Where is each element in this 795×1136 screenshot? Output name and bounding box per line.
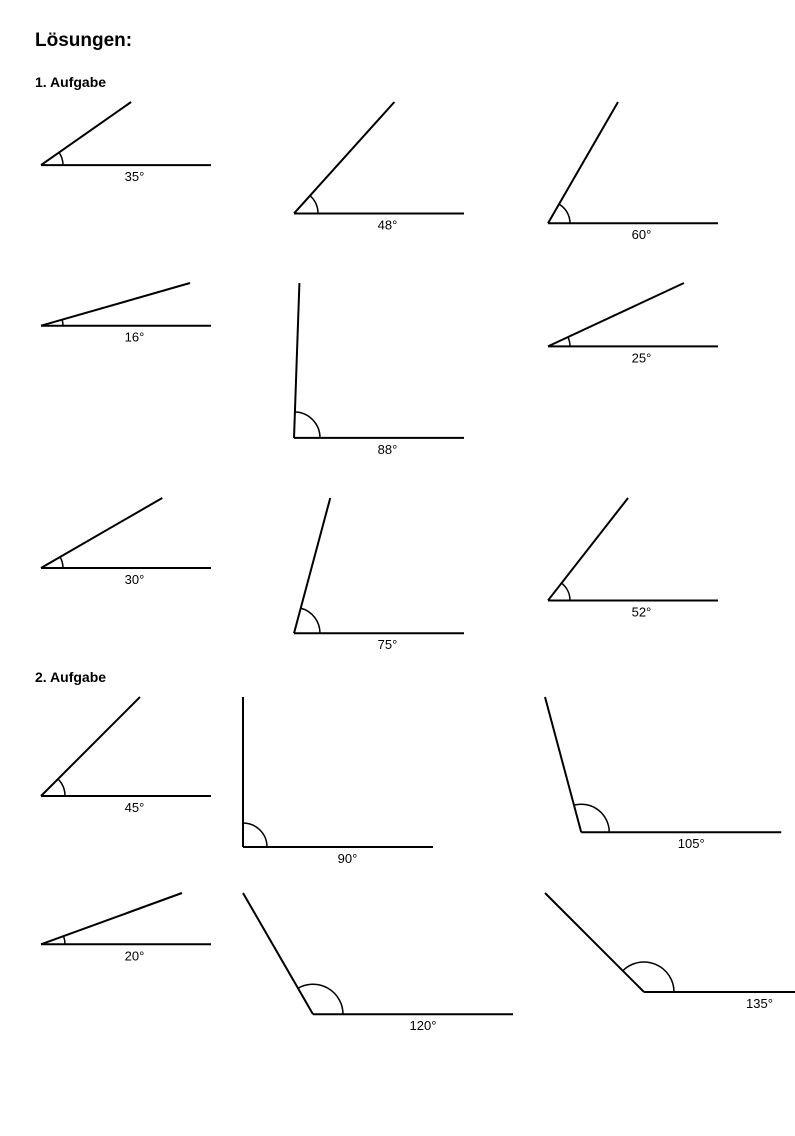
angle-second-ray	[294, 102, 394, 213]
task-2-heading: 2. Aufgabe	[35, 669, 765, 685]
angle-cell: 20°	[35, 887, 217, 1042]
angle-cell: 35°	[35, 96, 258, 251]
angle-second-ray	[41, 893, 182, 944]
angle-label: 16°	[125, 330, 145, 345]
angle-diagram: 60°	[542, 96, 724, 251]
angle-arc	[243, 823, 267, 847]
angle-second-ray	[41, 102, 131, 165]
angle-arc	[62, 320, 63, 326]
angle-arc	[58, 779, 65, 796]
angle-label: 25°	[631, 351, 651, 366]
angle-second-ray	[294, 498, 330, 633]
angle-label: 48°	[378, 217, 398, 232]
task-1-heading: 1. Aufgabe	[35, 74, 765, 90]
angle-diagram: 52°	[542, 492, 724, 628]
angle-diagram: 20°	[35, 887, 217, 972]
angle-diagram: 90°	[237, 691, 439, 875]
angle-label: 35°	[125, 169, 145, 184]
angle-diagram: 30°	[35, 492, 217, 596]
angle-cell: 30°	[35, 492, 258, 661]
angle-second-ray	[41, 498, 162, 568]
angle-label: 120°	[410, 1019, 437, 1034]
task-2: 2. Aufgabe 45° 90° 105° 20°	[35, 669, 765, 1042]
angle-arc	[561, 583, 569, 600]
task-2-grid: 45° 90° 105° 20° 120°	[35, 691, 765, 1042]
angle-arc	[623, 962, 674, 992]
angle-label: 105°	[678, 837, 705, 852]
angle-cell: 105°	[539, 691, 795, 875]
angle-cell: 75°	[288, 492, 511, 661]
angle-arc	[295, 412, 320, 438]
angle-diagram: 120°	[237, 887, 519, 1042]
angle-diagram: 105°	[539, 691, 787, 860]
angle-label: 90°	[338, 851, 358, 866]
angle-cell: 48°	[288, 96, 511, 251]
angle-arc	[310, 196, 318, 214]
angle-arc	[559, 204, 570, 223]
angle-label: 52°	[631, 605, 651, 620]
angle-second-ray	[545, 697, 581, 832]
page-title: Lösungen:	[35, 30, 765, 52]
angle-label: 135°	[746, 996, 773, 1011]
angle-label: 45°	[125, 800, 145, 815]
angle-label: 20°	[125, 949, 145, 964]
angle-second-ray	[545, 893, 644, 992]
angle-cell: 60°	[542, 96, 765, 251]
angle-cell: 90°	[237, 691, 519, 875]
angle-diagram: 88°	[288, 277, 470, 466]
angle-arc	[301, 608, 320, 633]
angle-diagram: 25°	[542, 277, 724, 374]
angle-second-ray	[243, 893, 313, 1014]
angle-cell: 25°	[542, 277, 765, 466]
angle-cell: 135°	[539, 887, 795, 1042]
angle-arc	[60, 557, 63, 568]
task-1: 1. Aufgabe 35° 48° 60° 16°	[35, 74, 765, 661]
angle-diagram: 35°	[35, 96, 217, 193]
angle-second-ray	[548, 102, 618, 223]
angle-cell: 120°	[237, 887, 519, 1042]
angle-cell: 45°	[35, 691, 217, 875]
angle-label: 88°	[378, 442, 398, 457]
angle-second-ray	[294, 283, 299, 438]
angle-diagram: 48°	[288, 96, 470, 241]
angle-diagram: 45°	[35, 691, 217, 824]
angle-arc	[64, 936, 65, 944]
angle-label: 60°	[631, 227, 651, 242]
angle-label: 30°	[125, 572, 145, 587]
angle-cell: 52°	[542, 492, 765, 661]
angle-cell: 88°	[288, 277, 511, 466]
angle-cell: 16°	[35, 277, 258, 466]
angle-arc	[59, 152, 63, 165]
angle-diagram: 75°	[288, 492, 470, 661]
angle-second-ray	[41, 697, 140, 796]
angle-diagram: 135°	[539, 887, 795, 1020]
angle-second-ray	[548, 498, 628, 600]
angle-diagram: 16°	[35, 277, 217, 354]
angle-arc	[568, 337, 570, 346]
task-1-grid: 35° 48° 60° 16° 88°	[35, 96, 765, 661]
angle-label: 75°	[378, 637, 398, 652]
angle-second-ray	[41, 283, 190, 326]
